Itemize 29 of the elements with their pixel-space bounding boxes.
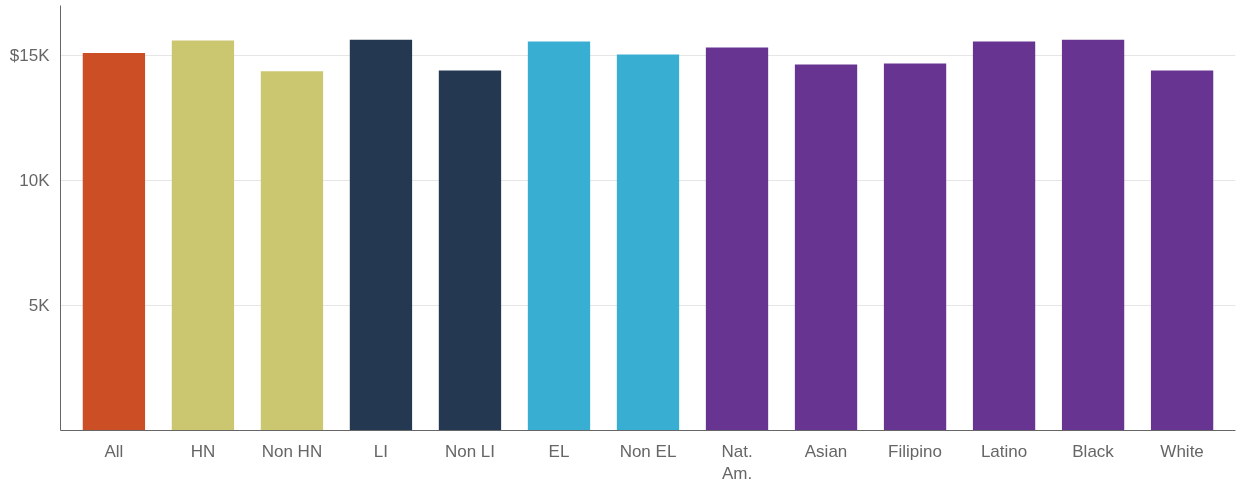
y-tick-label: 5K [28, 296, 51, 315]
y-tick-label: 10K [19, 171, 51, 190]
bar [616, 54, 680, 431]
x-tick-label: Non EL [619, 441, 677, 461]
x-tick-label: All [104, 441, 124, 461]
bar [527, 41, 591, 431]
bar [260, 71, 324, 431]
x-tick-label: Asian [804, 441, 848, 461]
x-tick-label: LI [373, 441, 389, 461]
bar [171, 40, 235, 431]
bar [972, 41, 1036, 431]
x-tick-label: White [1160, 441, 1204, 461]
bar [438, 70, 502, 431]
x-tick-label: HN [190, 441, 216, 461]
x-tick-label: Non HN [261, 441, 323, 461]
x-tick-label: Nat. Am. [721, 441, 753, 484]
x-tick-label: Latino [980, 441, 1028, 461]
bar [349, 39, 413, 431]
y-tick-label: $15K [9, 46, 51, 65]
bar [883, 63, 947, 431]
x-tick-label: Non LI [444, 441, 496, 461]
bar [1150, 70, 1214, 431]
bar [794, 64, 858, 431]
bar [705, 47, 769, 431]
x-tick-label: Black [1072, 441, 1115, 461]
bar [82, 53, 146, 431]
x-tick-label: EL [548, 441, 570, 461]
x-tick-label: Filipino [888, 441, 942, 461]
bar [1061, 39, 1125, 431]
